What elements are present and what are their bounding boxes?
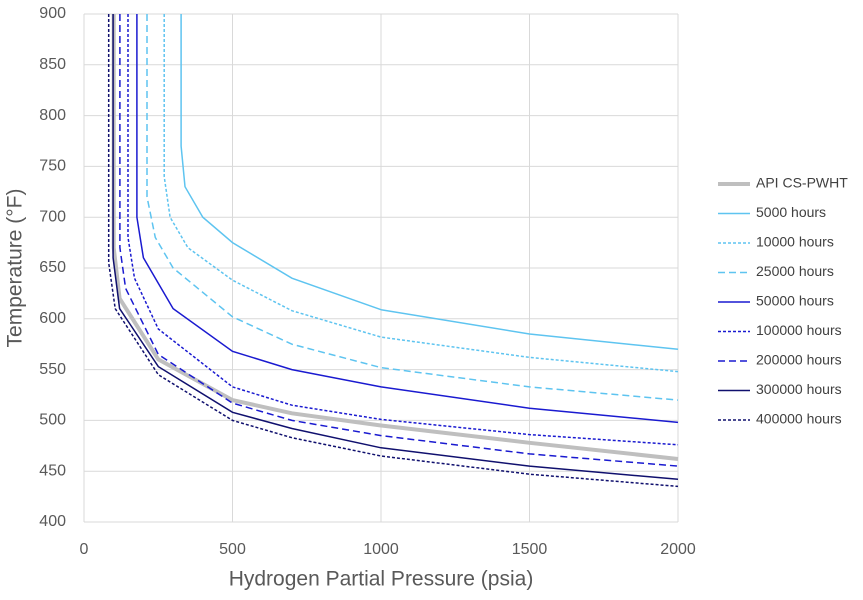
y-tick-label: 800 — [39, 107, 66, 124]
y-tick-label: 400 — [39, 513, 66, 530]
x-axis-title: Hydrogen Partial Pressure (psia) — [229, 568, 534, 591]
legend-label: 100000 hours — [756, 322, 842, 338]
y-tick-label: 650 — [39, 259, 66, 276]
y-axis-title: Temperature (°F) — [4, 189, 27, 348]
series-line — [180, 14, 679, 351]
legend-label: 300000 hours — [756, 381, 842, 397]
y-tick-label: 600 — [39, 310, 66, 327]
legend: API CS-PWHT 5000 hours 10000 hours 25000 ho… — [718, 175, 848, 427]
y-tick-label: 450 — [39, 462, 66, 479]
legend-label: 400000 hours — [756, 411, 842, 427]
legend-label: 10000 hours — [756, 234, 834, 250]
legend-label: 5000 hours — [756, 204, 826, 220]
series-line — [146, 14, 679, 401]
y-tick-label: 850 — [39, 56, 66, 73]
x-tick-label: 0 — [80, 541, 89, 558]
series-line — [136, 14, 679, 424]
legend-label: API CS-PWHT — [756, 175, 848, 191]
series-line — [111, 14, 679, 461]
y-tick-label: 550 — [39, 361, 66, 378]
legend-label: 25000 hours — [756, 263, 834, 279]
series-line — [163, 14, 679, 373]
x-tick-label: 500 — [219, 541, 246, 558]
series-line — [112, 14, 679, 481]
legend-label: 200000 hours — [756, 352, 842, 368]
y-tick-label: 500 — [39, 412, 66, 429]
x-tick-label: 2000 — [660, 541, 696, 558]
y-tick-label: 750 — [39, 158, 66, 175]
legend-label: 50000 hours — [756, 293, 834, 309]
series-line — [127, 14, 679, 446]
x-tick-label: 1500 — [512, 541, 548, 558]
series-line — [119, 14, 679, 467]
y-tick-label: 900 — [39, 5, 66, 22]
x-tick-label: 1000 — [363, 541, 399, 558]
y-tick-label: 700 — [39, 208, 66, 225]
series-line — [107, 14, 679, 488]
grid — [83, 13, 679, 523]
